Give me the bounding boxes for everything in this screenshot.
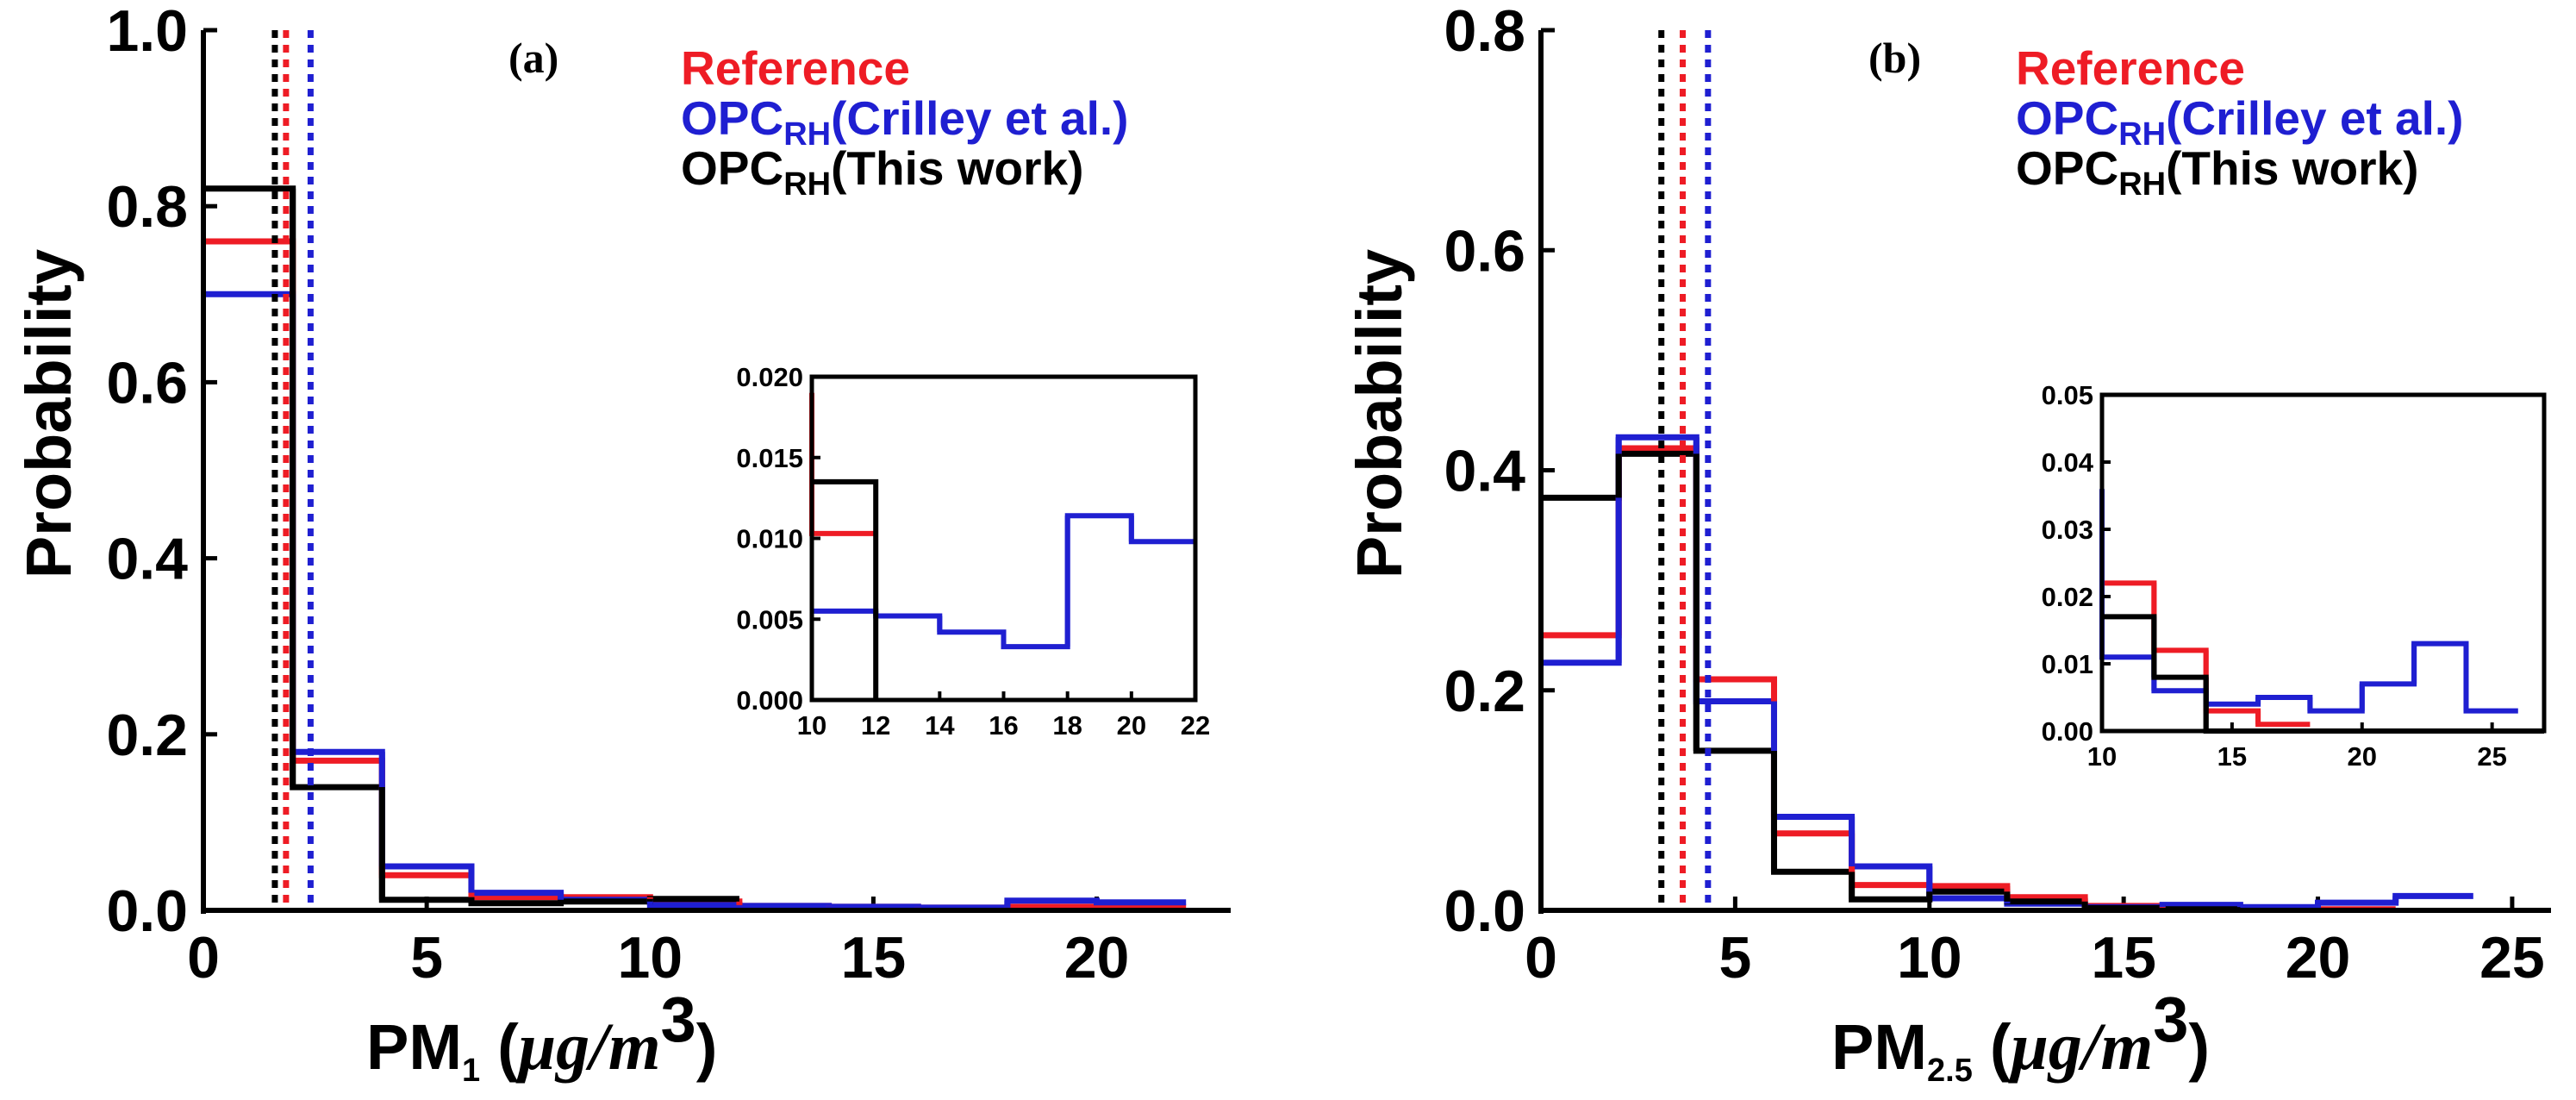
legend-entry-opc-rh-this-work: OPCRH(This work) xyxy=(2016,141,2418,203)
x-axis-unit-sup: 3 xyxy=(2153,984,2188,1055)
inset-x-tick-label: 10 xyxy=(2087,741,2117,772)
panel-a: 0.00.20.40.60.81.0 0 5 10 15 20 Probability … xyxy=(13,0,1231,1089)
inset: 0.00 0.01 0.02 0.03 0.04 0.05 10 15 20 25 xyxy=(2042,380,2547,772)
inset-background xyxy=(812,377,1195,700)
x-axis-unit: μg/m xyxy=(515,1009,661,1084)
x-tick-label: 25 xyxy=(2479,925,2545,991)
plot-area xyxy=(1538,30,2551,914)
inset-y-tick-label: 0.04 xyxy=(2042,447,2094,478)
inset-x-tick-label: 20 xyxy=(2348,741,2377,772)
x-tick-label: 5 xyxy=(1718,925,1751,991)
inset-y-tick-label: 0.00 xyxy=(2042,716,2093,747)
legend-entry-opc-rh-crilley-et-al: OPCRH(Crilley et al.) xyxy=(681,91,1128,153)
x-tick-label: 5 xyxy=(410,925,443,991)
x-axis-unit-open: ( xyxy=(497,1011,519,1083)
x-axis-title: PM1 (μg/m3) xyxy=(366,984,717,1089)
x-tick-label: 15 xyxy=(2091,925,2156,991)
x-tick-label: 20 xyxy=(2286,925,2351,991)
inset-series-opc-rh-this-work xyxy=(812,478,879,700)
x-axis-title-main: PM xyxy=(1831,1011,1927,1083)
y-tick-label: 0.8 xyxy=(106,174,188,240)
y-tick-label: 1.0 xyxy=(106,0,188,64)
inset-y-tick-label: 0.010 xyxy=(736,524,803,554)
inset-y-tick-label: 0.05 xyxy=(2042,380,2093,410)
inset-x-tick-label: 18 xyxy=(1052,710,1082,741)
y-tick-label: 0.2 xyxy=(1444,659,1525,724)
inset-y-tick-label: 0.02 xyxy=(2042,582,2093,612)
x-tick-label: 20 xyxy=(1064,925,1130,991)
inset-y-tick-label: 0.015 xyxy=(736,443,803,473)
x-axis-title-sub: 1 xyxy=(462,1053,480,1089)
inset-x-tick-label: 22 xyxy=(1181,710,1210,741)
y-axis-title: Probability xyxy=(1344,249,1415,578)
x-axis-unit: μg/m xyxy=(2007,1009,2153,1084)
panel-label: (a) xyxy=(508,34,558,82)
x-axis-unit-close: ) xyxy=(696,1011,718,1083)
inset-y-tick-label: 0.000 xyxy=(736,685,803,716)
inset-x-tick-label: 10 xyxy=(797,710,826,741)
legend-entry-opc-rh-crilley-et-al: OPCRH(Crilley et al.) xyxy=(2016,91,2463,153)
inset-y-tick-label: 0.01 xyxy=(2042,649,2093,679)
x-axis-title: PM2.5 (μg/m3) xyxy=(1831,984,2210,1089)
inset: 0.000 0.005 0.010 0.015 0.020 10 12 14 16 18 20 22 xyxy=(736,362,1210,741)
y-tick-label: 0.2 xyxy=(106,703,188,768)
inset-x-tick-label: 14 xyxy=(925,710,955,741)
x-tick-label: 0 xyxy=(187,925,220,991)
y-tick-labels: 0.0 0.2 0.4 0.6 0.8 xyxy=(1444,0,1555,944)
inset-x-tick-label: 15 xyxy=(2217,741,2247,772)
inset-x-tick-label: 20 xyxy=(1117,710,1146,741)
x-tick-label: 15 xyxy=(841,925,907,991)
y-tick-label: 0.0 xyxy=(106,878,188,944)
y-tick-labels: 0.0 0.2 0.4 0.6 0.8 1.0 xyxy=(106,0,217,944)
y-tick-label: 0.6 xyxy=(1444,218,1525,284)
panel-label: (b) xyxy=(1868,34,1921,82)
legend-entry-opc-rh-this-work: OPCRH(This work) xyxy=(681,141,1083,203)
plot-area xyxy=(201,30,1231,914)
y-tick-label: 0.4 xyxy=(1444,439,1525,504)
y-axis-title: Probability xyxy=(13,249,84,578)
x-axis-title-main: PM xyxy=(366,1011,462,1083)
inset-x-tick-label: 25 xyxy=(2477,741,2506,772)
x-tick-label: 0 xyxy=(1525,925,1557,991)
x-tick-label: 10 xyxy=(617,925,683,991)
inset-frame xyxy=(2099,392,2547,734)
y-tick-label: 0.8 xyxy=(1444,0,1525,64)
x-tick-label: 10 xyxy=(1897,925,1962,991)
y-tick-label: 0.6 xyxy=(106,350,188,416)
legend-entry-reference: Reference xyxy=(681,41,910,95)
inset-x-tick-label: 16 xyxy=(989,710,1018,741)
y-tick-label: 0.0 xyxy=(1444,878,1525,944)
inset-background xyxy=(2102,395,2544,731)
inset-y-tick-label: 0.03 xyxy=(2042,515,2093,545)
inset-y-tick-label: 0.005 xyxy=(736,604,803,634)
inset-x-tick-label: 12 xyxy=(861,710,890,741)
x-axis-unit-open: ( xyxy=(1990,1011,2012,1083)
panel-b: 0.0 0.2 0.4 0.6 0.8 0 5 10 15 20 25 Probability P… xyxy=(1344,0,2551,1089)
x-axis-unit-close: ) xyxy=(2188,1011,2210,1083)
y-tick-label: 0.4 xyxy=(106,527,188,592)
inset-y-tick-label: 0.020 xyxy=(736,362,803,392)
x-tick-labels: 0 5 10 15 20 25 xyxy=(1525,897,2545,991)
x-axis-unit-sup: 3 xyxy=(661,984,696,1055)
legend-entry-reference: Reference xyxy=(2016,41,2245,95)
x-axis-title-sub: 2.5 xyxy=(1927,1053,1973,1089)
